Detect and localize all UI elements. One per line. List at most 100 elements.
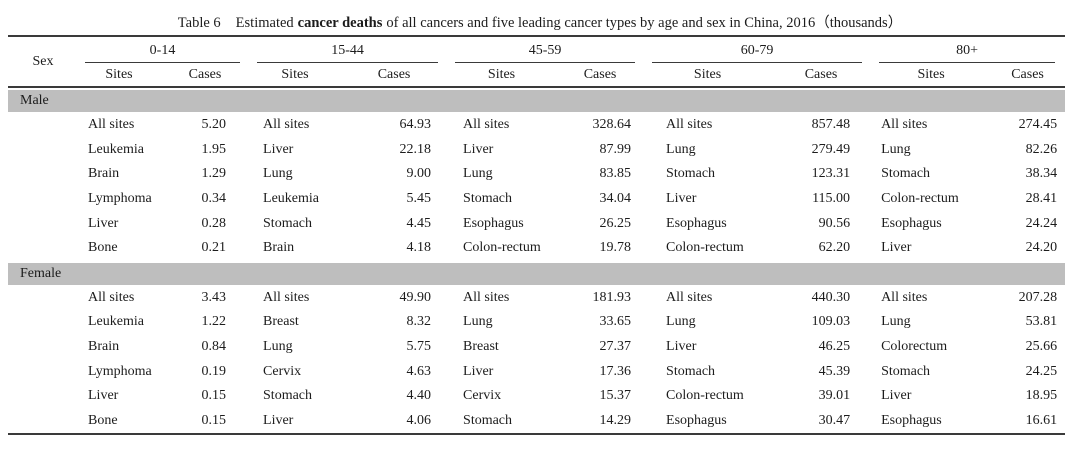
cases-cell: 22.18 bbox=[399, 141, 432, 157]
caption-text-end: of all cancers and five leading cancer t… bbox=[386, 15, 903, 31]
site-cell: Esophagus bbox=[881, 412, 942, 428]
site-cell: Stomach bbox=[881, 166, 931, 182]
cases-cell: 1.29 bbox=[201, 166, 227, 182]
header-row-subcolumns: Sites Cases Sites Cases Sites Cases Site… bbox=[8, 63, 1066, 88]
cases-cell: 83.85 bbox=[599, 166, 632, 182]
cases-cell: 16.61 bbox=[1025, 412, 1058, 428]
site-cell: Cervix bbox=[263, 363, 302, 379]
site-cell: Esophagus bbox=[881, 215, 942, 231]
site-cell: All sites bbox=[666, 289, 713, 305]
cases-cell: 4.45 bbox=[406, 215, 432, 231]
cases-cell: 4.18 bbox=[406, 240, 432, 256]
cases-cell: 9.00 bbox=[406, 166, 432, 182]
site-cell: Liver bbox=[263, 141, 294, 157]
site-cell: Liver bbox=[881, 388, 912, 404]
site-cell: Stomach bbox=[263, 388, 313, 404]
site-cell: Esophagus bbox=[463, 215, 524, 231]
site-cell: Lymphoma bbox=[88, 191, 152, 207]
cases-cell: 45.39 bbox=[818, 363, 851, 379]
cases-cell: 5.75 bbox=[406, 339, 432, 355]
site-cell: Lymphoma bbox=[88, 363, 152, 379]
site-cell: All sites bbox=[666, 117, 713, 133]
site-cell: All sites bbox=[463, 117, 510, 133]
table-row: Liver 0.15 Stomach 4.40 Cervix 15.37 Colon-rec… bbox=[8, 384, 1065, 409]
cases-cell: 18.95 bbox=[1025, 388, 1058, 404]
sex-spacer-cell bbox=[8, 211, 78, 236]
column-header-sites: Sites bbox=[872, 63, 991, 88]
column-header-cases: Cases bbox=[770, 63, 873, 88]
sex-spacer-cell bbox=[8, 409, 78, 434]
site-cell: Colon-rectum bbox=[666, 388, 744, 404]
section-label-female: Female bbox=[8, 260, 1066, 286]
column-header-age-0-14: 0-14 bbox=[78, 37, 250, 63]
cases-cell: 8.32 bbox=[406, 314, 432, 330]
site-cell: Stomach bbox=[463, 412, 513, 428]
table-caption: Table 6 Estimated cancer deaths of all canc… bbox=[0, 0, 1080, 35]
cases-cell: 109.03 bbox=[811, 314, 851, 330]
age-group-label: 60-79 bbox=[740, 43, 774, 58]
site-cell: All sites bbox=[881, 289, 928, 305]
table-body: Male All sites 5.20 All sites 64.93 All sites… bbox=[8, 88, 1066, 434]
cases-cell: 46.25 bbox=[818, 339, 851, 355]
cases-cell: 33.65 bbox=[599, 314, 632, 330]
cases-cell: 4.63 bbox=[406, 363, 432, 379]
site-cell: Leukemia bbox=[88, 141, 144, 157]
site-cell: Esophagus bbox=[666, 412, 727, 428]
site-cell: Lung bbox=[881, 314, 911, 330]
cases-cell: 3.43 bbox=[201, 289, 227, 305]
cases-cell: 328.64 bbox=[592, 117, 632, 133]
site-cell: Lung bbox=[666, 314, 696, 330]
site-cell: Stomach bbox=[463, 191, 513, 207]
column-header-age-80plus: 80+ bbox=[872, 37, 1065, 63]
cases-cell: 53.81 bbox=[1025, 314, 1058, 330]
site-cell: Lung bbox=[463, 166, 493, 182]
cases-cell: 39.01 bbox=[818, 388, 851, 404]
cases-cell: 82.26 bbox=[1025, 141, 1058, 157]
column-header-age-15-44: 15-44 bbox=[250, 37, 448, 63]
cases-cell: 26.25 bbox=[599, 215, 632, 231]
cases-cell: 123.31 bbox=[811, 166, 851, 182]
column-header-cases: Cases bbox=[990, 63, 1066, 88]
column-header-cases: Cases bbox=[340, 63, 449, 88]
table-row: Brain 1.29 Lung 9.00 Lung 83.85 Stomach 123.31 S… bbox=[8, 162, 1065, 187]
age-group-label: 80+ bbox=[956, 43, 979, 58]
caption-text-start: Estimated bbox=[235, 15, 294, 31]
age-group-label: 0-14 bbox=[149, 43, 176, 58]
table-row: Bone 0.15 Liver 4.06 Stomach 14.29 Esophagus 30… bbox=[8, 409, 1065, 434]
site-cell: Breast bbox=[263, 314, 299, 330]
cases-cell: 5.20 bbox=[201, 117, 227, 133]
cases-cell: 30.47 bbox=[818, 412, 851, 428]
site-cell: Cervix bbox=[463, 388, 502, 404]
cases-cell: 64.93 bbox=[399, 117, 432, 133]
site-cell: Liver bbox=[263, 412, 294, 428]
column-header-sites: Sites bbox=[448, 63, 556, 88]
cases-cell: 14.29 bbox=[599, 412, 632, 428]
site-cell: Stomach bbox=[666, 166, 716, 182]
sex-spacer-cell bbox=[8, 384, 78, 409]
caption-bold-phrase: cancer deaths bbox=[297, 15, 383, 31]
table-row: Brain 0.84 Lung 5.75 Breast 27.37 Liver 46.25 Co… bbox=[8, 335, 1065, 360]
cases-cell: 181.93 bbox=[592, 289, 632, 305]
sex-spacer-cell bbox=[8, 359, 78, 384]
cases-cell: 440.30 bbox=[811, 289, 851, 305]
section-row-male: Male bbox=[8, 88, 1066, 113]
cases-cell: 15.37 bbox=[599, 388, 632, 404]
site-cell: Lung bbox=[263, 339, 293, 355]
site-cell: Bone bbox=[88, 240, 118, 256]
cases-cell: 49.90 bbox=[399, 289, 432, 305]
cases-cell: 0.21 bbox=[201, 240, 227, 256]
sex-spacer-cell bbox=[8, 113, 78, 138]
site-cell: Bone bbox=[88, 412, 118, 428]
table-row: Lymphoma 0.34 Leukemia 5.45 Stomach 34.04 Live… bbox=[8, 187, 1065, 212]
column-header-sites: Sites bbox=[250, 63, 341, 88]
site-cell: All sites bbox=[88, 289, 135, 305]
sex-spacer-cell bbox=[8, 162, 78, 187]
cases-cell: 4.06 bbox=[406, 412, 432, 428]
section-label-male: Male bbox=[8, 88, 1066, 113]
column-header-sites: Sites bbox=[645, 63, 771, 88]
site-cell: Liver bbox=[666, 191, 697, 207]
site-cell: Lung bbox=[881, 141, 911, 157]
cases-cell: 279.49 bbox=[811, 141, 851, 157]
table-row: All sites 5.20 All sites 64.93 All sites 328.… bbox=[8, 113, 1065, 138]
table-number: Table 6 bbox=[177, 15, 221, 31]
